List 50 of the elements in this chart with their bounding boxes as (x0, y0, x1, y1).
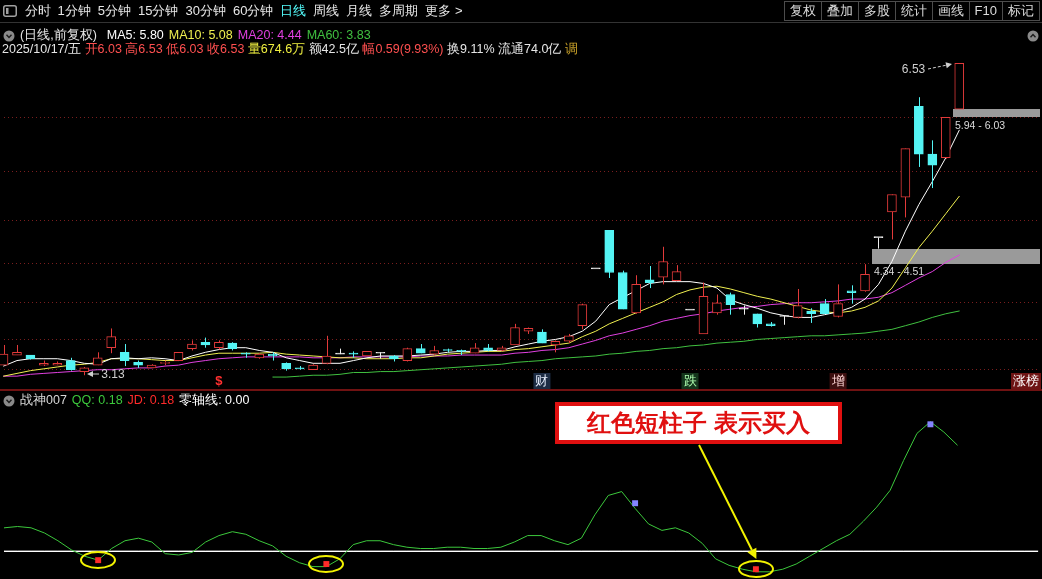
text: 分时 (23, 2, 52, 20)
text: 月线 (345, 2, 374, 20)
text: MA5: 5.80 (106, 28, 164, 42)
annotation: 6.53 (901, 61, 926, 76)
candlestick (725, 292, 736, 316)
text: 叠加 (820, 1, 858, 21)
candlestick (846, 284, 857, 305)
candlestick (510, 323, 520, 346)
text: 1分钟 (56, 2, 92, 20)
text: 复权 (783, 1, 821, 21)
text: 日线 (279, 2, 308, 20)
candlestick (860, 263, 870, 293)
text: 更多 > (424, 2, 464, 20)
text: 5分钟 (96, 2, 132, 20)
text: 统计 (894, 1, 932, 21)
text: MA20: 4.44 (237, 28, 302, 42)
text: JD: 0.18 (127, 393, 175, 408)
candlestick (658, 246, 668, 285)
text: 画线 (931, 1, 969, 21)
text: MA10: 5.08 (168, 28, 233, 42)
candlestick (887, 193, 897, 240)
text: F10 (968, 1, 1002, 21)
text: MA60: 3.83 (306, 28, 371, 42)
annotation: $ (215, 372, 224, 388)
candlestick (321, 335, 332, 365)
annotation: 红色短柱子 表示买入 (555, 402, 842, 444)
annotation: 增 (830, 372, 845, 388)
candlestick (927, 139, 938, 189)
text: 多周期 (378, 2, 420, 20)
band-label: 5.94 - 6.03 (955, 118, 1006, 131)
annotation: 3.13 (101, 366, 125, 381)
chart-title: (日线,前复权) (20, 28, 97, 43)
chart-title: 战神007 (20, 393, 67, 408)
candlestick (577, 303, 588, 330)
text: 2025/10/17/五 开6.03 高6.53 低6.03 收6.53 量674.6万 额42.5亿 幅0.59(9.93%) 换9.11% 流通74.0亿 调 (2, 42, 578, 56)
text: 标记 (1002, 1, 1040, 21)
candlestick (712, 293, 722, 316)
annotation: 跌 (683, 372, 697, 388)
candlestick (348, 350, 359, 359)
text: 15分钟 (136, 2, 180, 20)
text: 30分钟 (184, 2, 227, 20)
candlestick (119, 343, 130, 367)
annotation: 财 (535, 372, 549, 388)
text: 多股 (857, 1, 895, 21)
text: QQ: 0.18 (71, 393, 123, 408)
text: 零轴线: 0.00 (179, 393, 250, 408)
candlestick (644, 265, 655, 289)
text: 60分钟 (231, 2, 275, 20)
annotation: 涨榜 (1013, 372, 1039, 388)
text: 周线 (312, 2, 341, 20)
